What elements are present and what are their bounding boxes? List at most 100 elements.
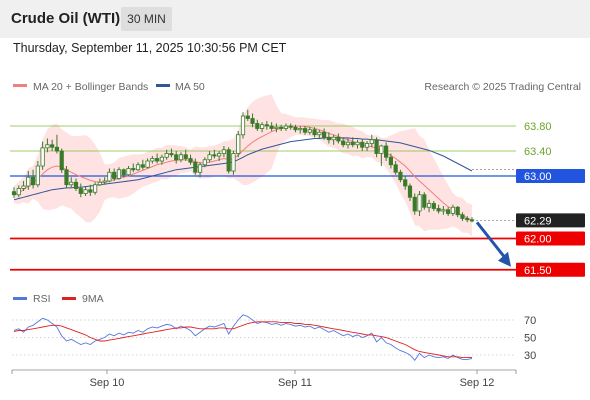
candle-body: [97, 181, 102, 186]
candle-body: [255, 123, 260, 129]
candle-body: [169, 153, 174, 156]
candle-body: [83, 189, 88, 194]
candle-body: [469, 219, 475, 222]
candle: [45, 138, 50, 153]
chart-header: Crude Oil (WTI) 30 MIN: [0, 0, 590, 38]
candle-body: [274, 126, 279, 129]
candle: [69, 177, 74, 188]
bollinger-band: [14, 94, 472, 237]
candle: [131, 163, 136, 173]
candle-body: [193, 161, 198, 173]
candle: [469, 217, 475, 223]
candle-body: [16, 188, 21, 196]
candle: [441, 206, 446, 215]
candle: [11, 187, 17, 198]
candle-body: [426, 203, 432, 208]
candle: [250, 113, 255, 128]
candle-body: [50, 144, 55, 148]
candle-body: [307, 129, 312, 133]
candle: [178, 152, 184, 163]
candle: [312, 127, 317, 138]
candle-body: [279, 126, 284, 129]
last-price-label: 62.29: [524, 215, 552, 227]
candle-body: [317, 131, 322, 136]
rsi-tick-70: 70: [524, 315, 536, 327]
rsi-line: [13, 314, 473, 362]
candle: [345, 138, 351, 149]
candle-body: [312, 129, 317, 136]
candle: [112, 168, 117, 181]
candle-body: [236, 134, 241, 154]
x-tick-label: Sep 11: [278, 377, 312, 389]
candle: [350, 137, 355, 148]
candle-body: [336, 136, 341, 142]
candle: [30, 169, 36, 189]
candle: [245, 109, 250, 121]
candle: [322, 128, 327, 140]
candle: [145, 158, 150, 169]
candle: [40, 141, 45, 170]
candle: [374, 137, 379, 158]
level-badge-61.50: [516, 262, 585, 277]
candle: [398, 169, 403, 183]
candle-body: [102, 180, 107, 183]
candle-body: [69, 181, 74, 186]
candle-body: [112, 171, 117, 179]
candle-body: [364, 143, 370, 148]
candle: [460, 212, 465, 221]
candle-body: [441, 209, 446, 212]
candle-body: [226, 149, 231, 172]
candle: [426, 199, 432, 213]
candle-body: [159, 156, 164, 162]
candle-body: [54, 146, 60, 152]
candle-body: [412, 196, 417, 212]
candle-body: [393, 164, 398, 173]
level-labels: 63.80 63.40 63.00 62.29 62.00 61.50: [516, 121, 585, 277]
candle-body: [446, 209, 451, 214]
candle: [446, 207, 451, 216]
candle-body: [64, 169, 69, 186]
candle-body: [436, 208, 441, 212]
candle: [255, 119, 260, 131]
candle: [288, 123, 293, 130]
candle-body: [369, 139, 374, 144]
candle-body: [283, 125, 289, 129]
x-tick-label: Sep 10: [90, 377, 125, 389]
candle-body: [45, 144, 50, 149]
candle: [207, 151, 212, 163]
candle: [64, 166, 69, 189]
candle: [102, 177, 107, 185]
candle: [331, 134, 336, 145]
ma20-line: [13, 125, 473, 221]
candle: [293, 124, 298, 133]
candle-body: [331, 136, 336, 141]
candle-body: [140, 164, 145, 168]
candle-body: [240, 115, 246, 136]
candle-body: [293, 126, 298, 131]
candle-body: [11, 191, 17, 196]
candle: [403, 176, 408, 190]
candle: [384, 142, 389, 161]
candle: [269, 122, 274, 131]
candle-body: [121, 169, 126, 176]
candle-body: [207, 154, 212, 161]
candle-body: [40, 147, 45, 167]
candle: [326, 132, 331, 144]
ma50-legend-label: MA 50: [175, 81, 205, 93]
candle-body: [183, 154, 188, 159]
candle: [355, 139, 360, 149]
candle: [188, 154, 193, 165]
candle-body: [322, 131, 327, 138]
candle-body: [269, 125, 274, 129]
candle: [73, 178, 79, 191]
candle: [279, 124, 284, 131]
candle: [264, 121, 269, 130]
candle-body: [350, 141, 355, 146]
candle-body: [422, 194, 427, 208]
bollinger-band-area: [14, 94, 472, 237]
candle-body: [465, 218, 470, 221]
candle: [21, 181, 26, 191]
candle: [417, 191, 422, 216]
timeframe-badge[interactable]: 30 MIN: [121, 7, 172, 31]
